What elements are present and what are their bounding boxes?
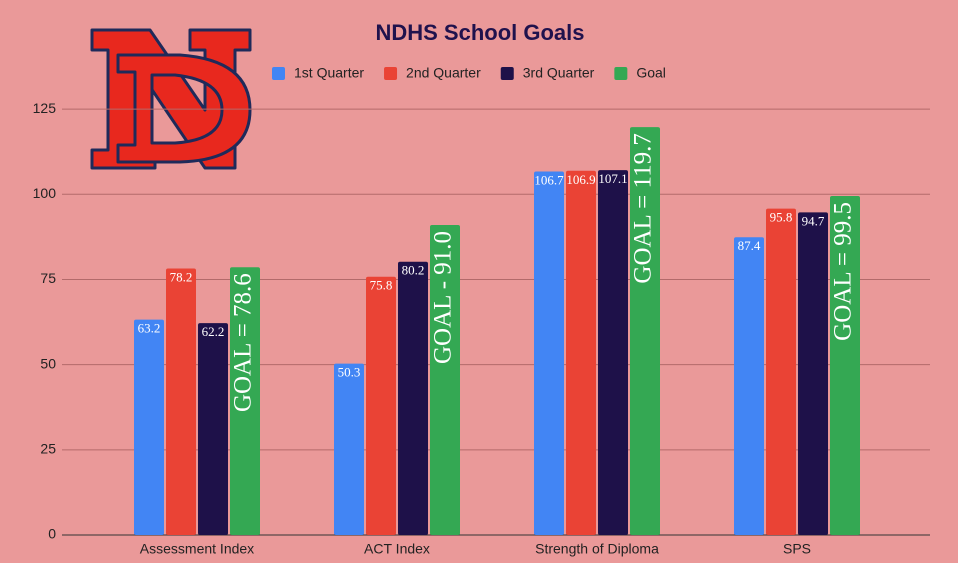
logo — [90, 28, 252, 170]
legend-label: 2nd Quarter — [406, 65, 481, 81]
x-tick-label: ACT Index — [364, 541, 430, 557]
legend-swatch — [272, 67, 285, 80]
value-label: 87.4 — [738, 238, 761, 253]
goal-label: GOAL = 119.7 — [630, 133, 657, 283]
bar — [166, 268, 196, 535]
value-label: 75.8 — [370, 278, 393, 293]
value-label: 62.2 — [202, 324, 225, 339]
bar — [366, 276, 396, 535]
legend-swatch — [500, 67, 514, 80]
bar — [430, 224, 460, 535]
value-label: 63.2 — [138, 321, 161, 336]
y-tick-label: 100 — [33, 185, 57, 201]
bar — [734, 237, 764, 536]
bar — [830, 195, 860, 535]
x-tick-label: Assessment Index — [140, 541, 254, 557]
bar — [534, 171, 564, 535]
bar — [134, 319, 164, 535]
y-tick-label: 125 — [33, 100, 57, 116]
legend-swatch — [614, 67, 628, 80]
legend-label: 3rd Quarter — [523, 65, 595, 81]
bar — [630, 127, 660, 535]
legend-label: 1st Quarter — [294, 65, 364, 81]
goal-label: GOAL - 91.0 — [430, 231, 457, 364]
y-tick-label: 0 — [48, 526, 56, 542]
bar — [398, 261, 428, 535]
goal-label: GOAL = 78.6 — [230, 273, 257, 412]
value-label: 107.1 — [598, 171, 627, 186]
chart-title: NDHS School Goals — [375, 20, 584, 45]
value-label: 94.7 — [802, 213, 825, 228]
legend-label: Goal — [636, 65, 666, 81]
y-tick-label: 25 — [40, 441, 56, 457]
bar — [230, 267, 260, 535]
bar — [566, 170, 596, 535]
bar — [198, 323, 228, 535]
bar — [598, 170, 628, 535]
legend-swatch — [384, 67, 398, 80]
value-label: 80.2 — [402, 263, 425, 278]
goal-label: GOAL = 99.5 — [830, 202, 857, 341]
y-tick-label: 75 — [40, 270, 56, 286]
bar — [334, 363, 364, 535]
x-tick-label: SPS — [783, 541, 811, 557]
x-tick-label: Strength of Diploma — [535, 541, 659, 557]
value-label: 106.7 — [534, 172, 564, 187]
y-tick-label: 50 — [40, 355, 56, 371]
bar — [798, 212, 828, 535]
legend: 1st Quarter 2nd Quarter 3rd Quarter Goal — [272, 65, 666, 81]
value-label: 50.3 — [338, 365, 361, 380]
value-label: 95.8 — [770, 210, 793, 225]
value-label: 78.2 — [170, 270, 193, 285]
bar — [766, 208, 796, 536]
value-label: 106.9 — [566, 172, 595, 187]
